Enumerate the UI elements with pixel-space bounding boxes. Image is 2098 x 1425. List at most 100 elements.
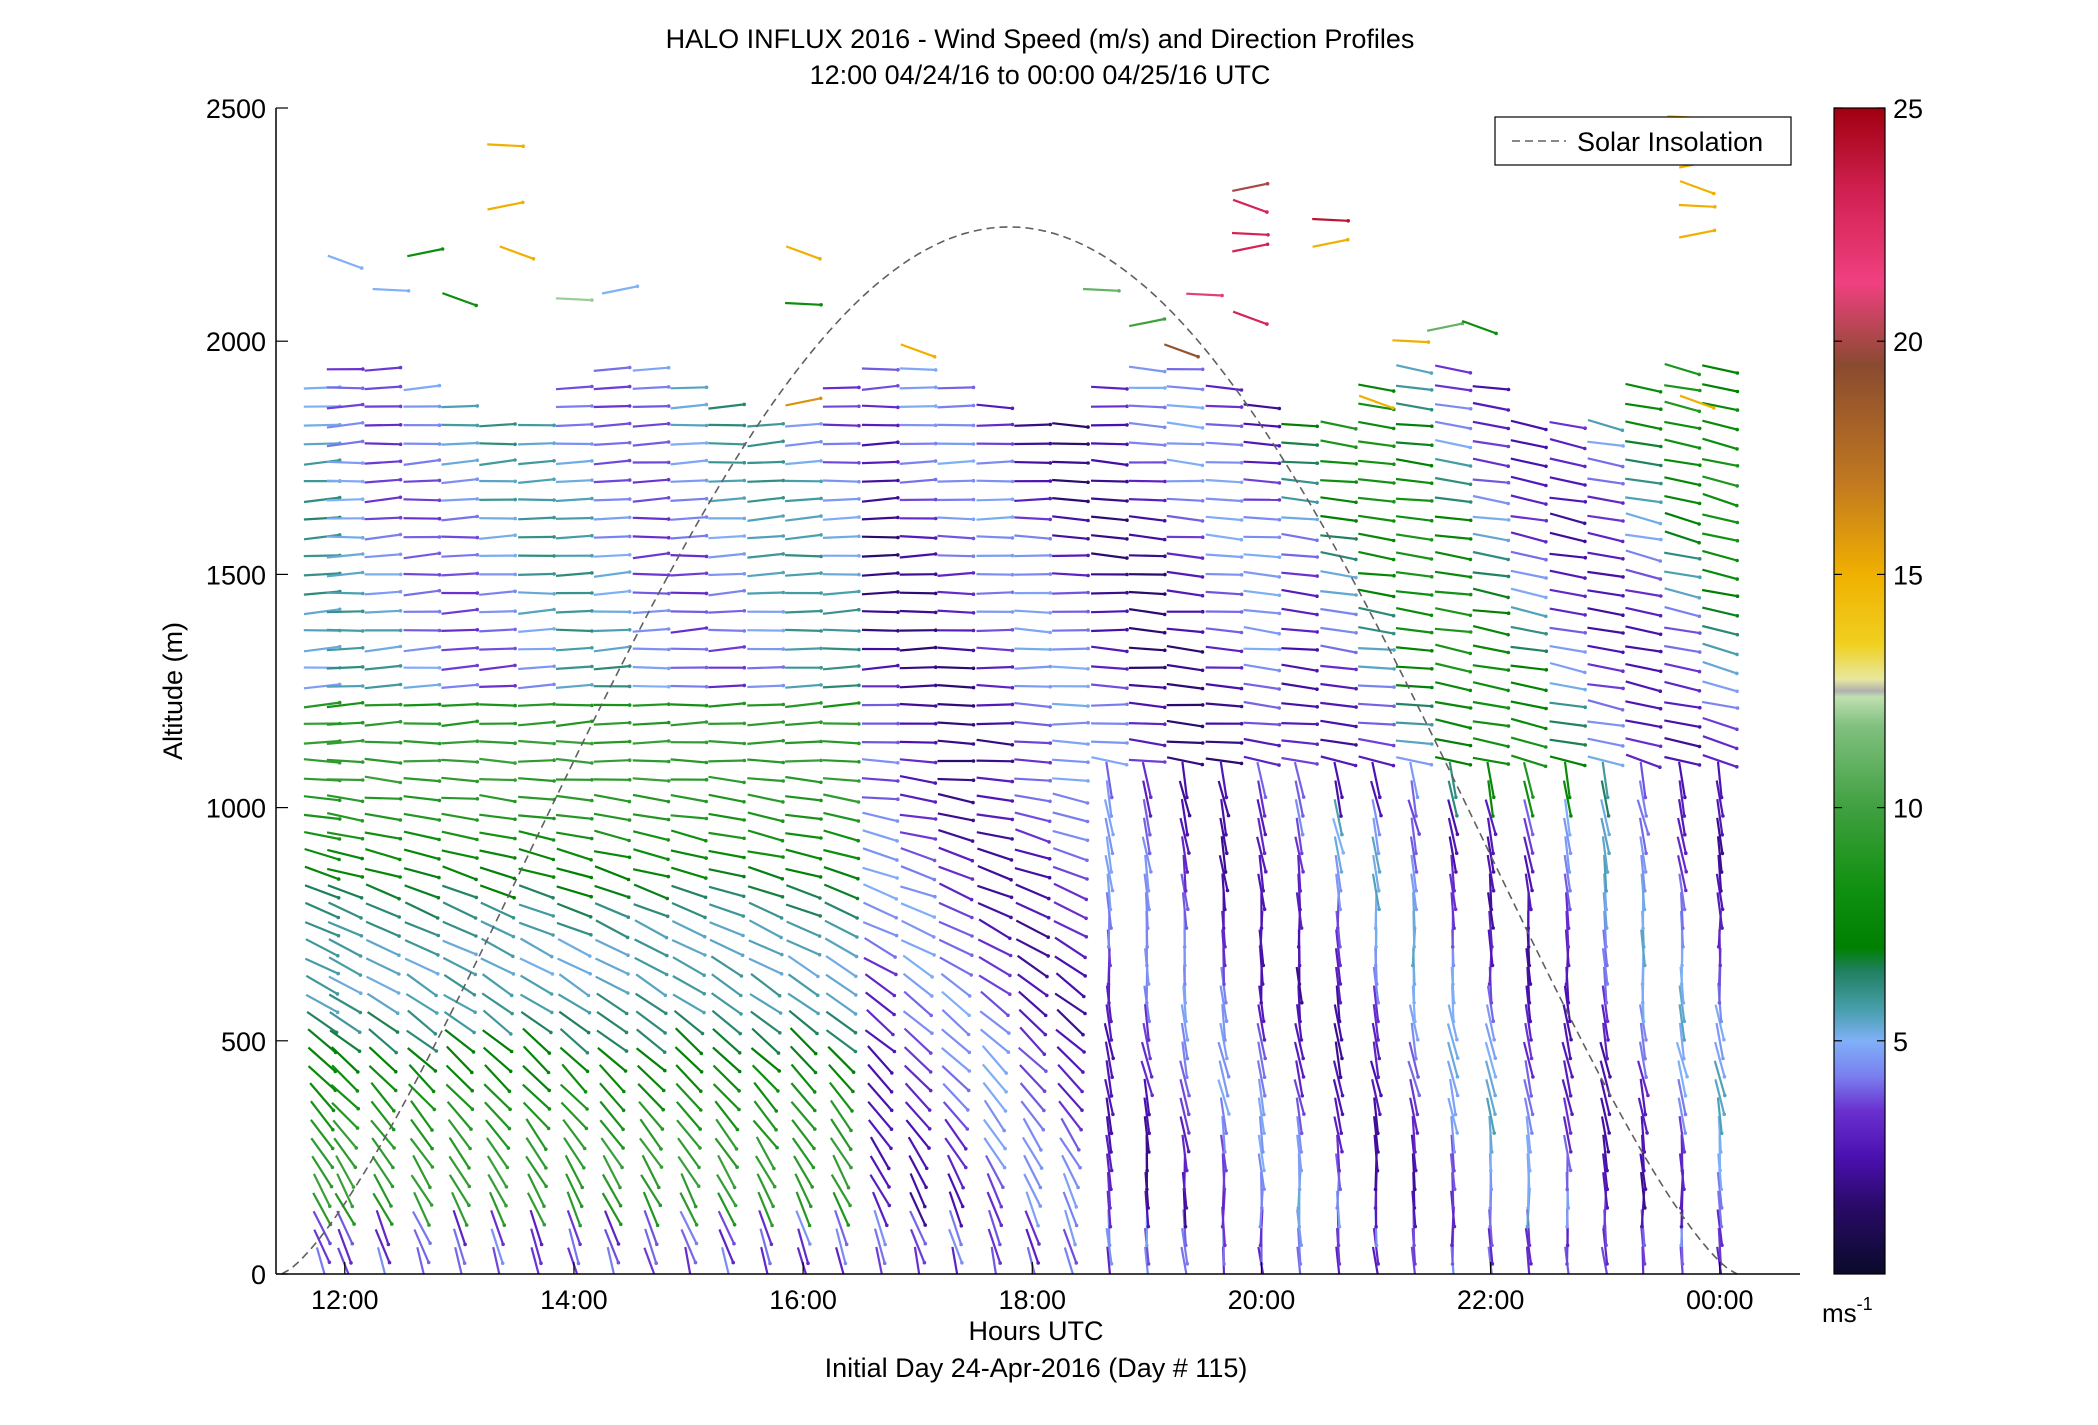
wind-barb [1052, 442, 1090, 446]
wind-barb [1510, 475, 1548, 488]
wind-barb [525, 1155, 548, 1189]
wind-barb [1392, 339, 1431, 344]
wind-barb [555, 422, 594, 428]
wind-barb [375, 1209, 391, 1247]
wind-barb [1142, 817, 1152, 856]
wind-barb [403, 535, 442, 539]
wind-barb [1090, 572, 1129, 577]
wind-barb [632, 739, 671, 745]
wind-barb [603, 1210, 621, 1246]
wind-barb [1678, 799, 1687, 837]
wind-barb [708, 628, 747, 633]
wind-barb [413, 1191, 431, 1227]
wind-barb [1232, 198, 1269, 214]
wind-barb [708, 812, 746, 822]
wind-barb [795, 1191, 812, 1228]
wind-barb [990, 1246, 997, 1274]
wind-barb [632, 868, 671, 879]
wind-barb [450, 1191, 469, 1227]
wind-barb [1052, 865, 1089, 881]
wind-barb [1064, 1209, 1077, 1247]
wind-barb [1333, 1116, 1344, 1154]
wind-barb [867, 1119, 893, 1151]
wind-barb [555, 553, 594, 558]
wind-barb [900, 902, 937, 919]
wind-barb [526, 1192, 547, 1227]
colorbar-strip [1833, 107, 1886, 1275]
wind-barb [633, 903, 670, 919]
wind-barb [1472, 756, 1511, 766]
wind-barb [403, 682, 442, 689]
wind-barb [1243, 737, 1281, 748]
wind-barb [937, 666, 976, 671]
wind-barb [638, 1100, 665, 1131]
wind-barb [1166, 627, 1205, 634]
wind-barb [825, 973, 858, 997]
wind-barb [1141, 761, 1153, 799]
wind-barb [403, 848, 441, 861]
wind-barb [708, 775, 746, 785]
wind-barb [1713, 1060, 1727, 1098]
wind-barb [1486, 761, 1496, 800]
wind-barb [594, 884, 631, 899]
wind-barb [944, 1137, 968, 1170]
wind-barb [487, 143, 525, 148]
wind-barb [1396, 364, 1434, 375]
wind-barb [1090, 722, 1129, 726]
wind-barb [593, 778, 632, 782]
wind-barb [1281, 756, 1319, 766]
wind-barb [747, 720, 785, 727]
wind-barb [403, 777, 442, 783]
wind-barb [1434, 457, 1473, 468]
wind-barb [790, 1063, 817, 1094]
wind-barb [1358, 572, 1396, 578]
wind-barb [1678, 1022, 1686, 1061]
wind-barb [1104, 1041, 1114, 1079]
wind-barb [1217, 1041, 1231, 1079]
wind-barb [1522, 761, 1535, 799]
wind-barb [670, 829, 708, 843]
wind-barb [671, 920, 707, 939]
wind-barb [861, 777, 900, 783]
wind-barb [1638, 780, 1648, 818]
wind-barb [679, 1192, 699, 1227]
wind-barb [596, 1010, 629, 1035]
wind-barb [1281, 422, 1319, 429]
wind-barb [1587, 570, 1625, 579]
wind-barb [305, 938, 340, 958]
wind-barb [595, 957, 630, 976]
wind-barb [1166, 589, 1205, 598]
wind-barb [364, 775, 403, 785]
wind-barb [1523, 855, 1534, 893]
wind-barb [1395, 739, 1434, 746]
wind-barb [1205, 478, 1244, 485]
wind-barb [1523, 1079, 1535, 1117]
wind-barb [1625, 589, 1663, 598]
wind-barb [708, 460, 747, 465]
wind-barb [486, 1155, 509, 1189]
wind-barb [326, 535, 365, 540]
wind-barb [1369, 1060, 1383, 1098]
wind-barb [797, 1228, 810, 1266]
wind-barb [747, 829, 785, 843]
wind-barb [403, 628, 442, 633]
wind-barb [670, 866, 708, 880]
wind-barb [555, 496, 594, 503]
wind-barb [670, 740, 709, 745]
wind-barb [1395, 515, 1434, 523]
wind-barb [1434, 384, 1473, 393]
wind-barb [479, 497, 517, 502]
wind-barb [1486, 1097, 1496, 1135]
wind-barb [871, 1191, 889, 1228]
wind-barb [403, 442, 442, 446]
wind-barb [1166, 535, 1205, 539]
wind-barb [441, 571, 480, 577]
wind-barb [1014, 811, 1052, 824]
wind-barb [331, 1064, 360, 1093]
wind-barb [899, 740, 938, 745]
x-tick-label: 20:00 [1228, 1285, 1296, 1315]
wind-barb [866, 1009, 895, 1037]
wind-barb [1448, 761, 1458, 800]
wind-barb [757, 1191, 774, 1228]
wind-barb [671, 938, 707, 957]
